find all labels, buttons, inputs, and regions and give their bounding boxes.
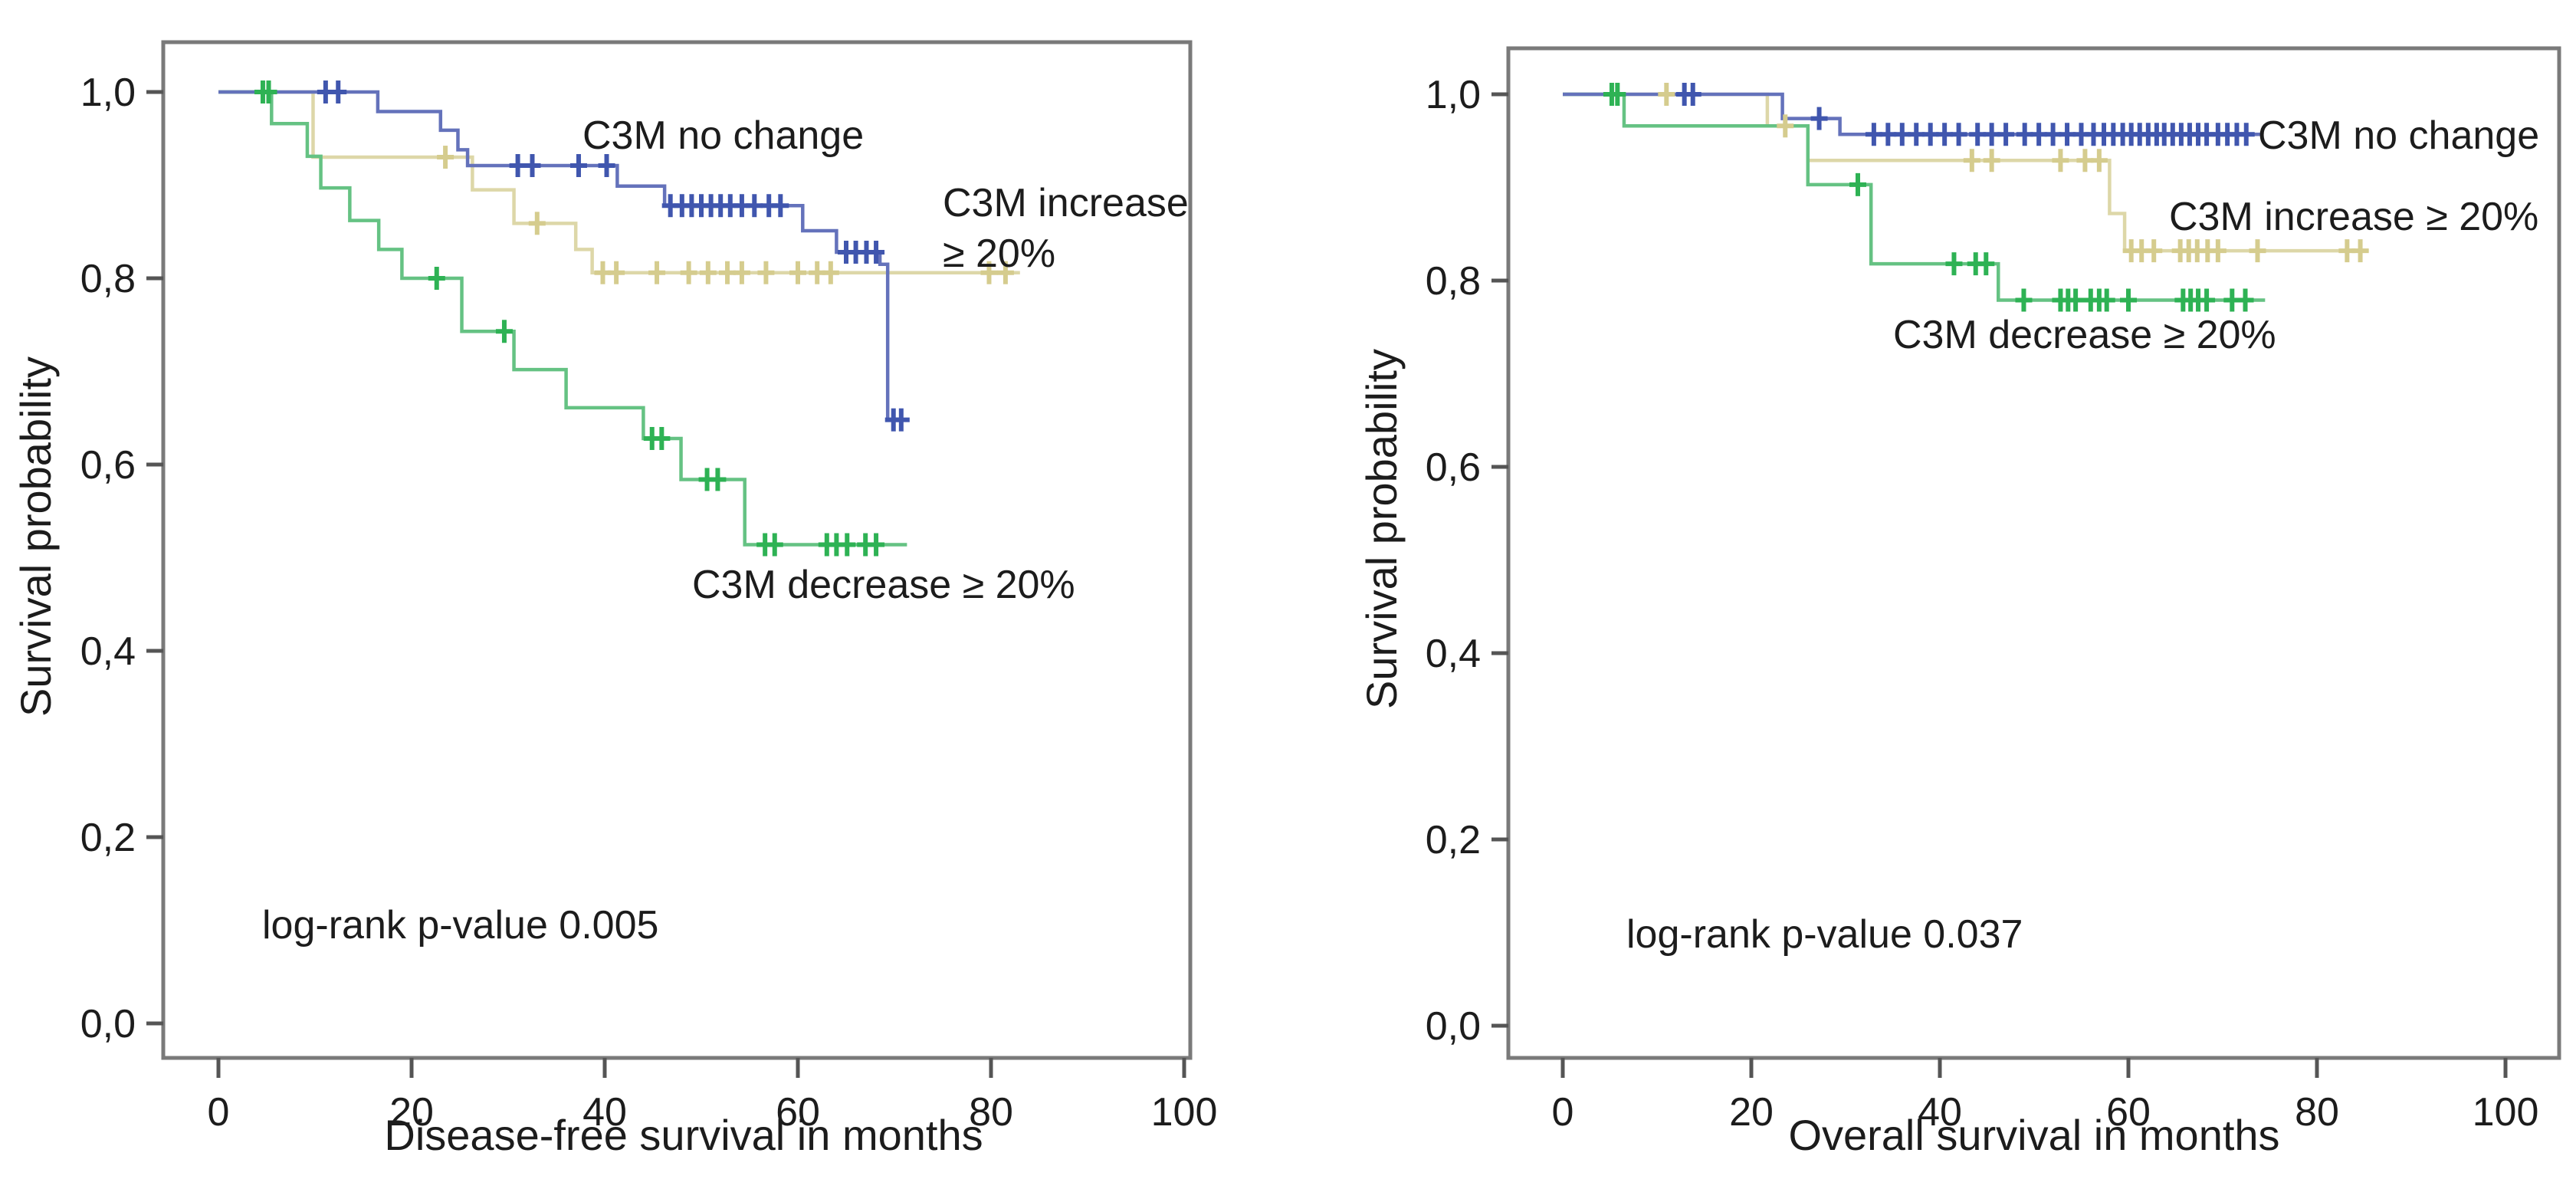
svg-text:60: 60 (2106, 1090, 2151, 1135)
svg-text:40: 40 (1918, 1090, 1962, 1135)
svg-text:0,8: 0,8 (80, 257, 136, 301)
svg-text:1,0: 1,0 (1426, 73, 1481, 117)
svg-text:60: 60 (776, 1090, 820, 1135)
svg-text:0: 0 (1552, 1090, 1574, 1135)
svg-text:0,0: 0,0 (80, 1002, 136, 1046)
svg-text:0,0: 0,0 (1426, 1004, 1481, 1049)
left-x-axis-title: Disease-free survival in months (384, 1111, 983, 1159)
right-x-axis-title: Overall survival in months (1788, 1111, 2280, 1159)
right-y-axis-title: Survival probability (1357, 349, 1406, 709)
left-label-increase: C3M increase ≥ 20% (943, 178, 1189, 279)
svg-text:80: 80 (2295, 1090, 2339, 1135)
svg-text:40: 40 (582, 1090, 627, 1135)
svg-text:0,6: 0,6 (1426, 445, 1481, 490)
left-label-increase-line2: ≥ 20% (943, 232, 1056, 276)
svg-text:0: 0 (208, 1090, 230, 1135)
svg-text:20: 20 (1729, 1090, 1774, 1135)
right-label-decrease: C3M decrease ≥ 20% (1893, 313, 2276, 357)
svg-text:20: 20 (389, 1090, 434, 1135)
left-label-decrease: C3M decrease ≥ 20% (692, 563, 1075, 607)
svg-text:80: 80 (969, 1090, 1013, 1135)
svg-text:0,4: 0,4 (1426, 632, 1481, 676)
svg-text:0,2: 0,2 (1426, 818, 1481, 862)
right-label-increase: C3M increase ≥ 20% (2169, 195, 2539, 239)
svg-text:100: 100 (2473, 1090, 2539, 1135)
left-y-axis-title: Survival probability (11, 356, 60, 717)
left-log-rank-pvalue: log-rank p-value 0.005 (262, 903, 659, 948)
svg-text:0,2: 0,2 (80, 816, 136, 860)
svg-text:0,4: 0,4 (80, 629, 136, 674)
svg-text:100: 100 (1151, 1090, 1218, 1135)
right-label-no-change: C3M no change (2258, 113, 2540, 158)
svg-text:0,8: 0,8 (1426, 259, 1481, 304)
left-label-no-change: C3M no change (582, 113, 865, 158)
left-label-increase-line1: C3M increase (943, 181, 1189, 225)
svg-text:0,6: 0,6 (80, 443, 136, 488)
svg-text:1,0: 1,0 (80, 71, 136, 115)
right-log-rank-pvalue: log-rank p-value 0.037 (1626, 912, 2023, 957)
